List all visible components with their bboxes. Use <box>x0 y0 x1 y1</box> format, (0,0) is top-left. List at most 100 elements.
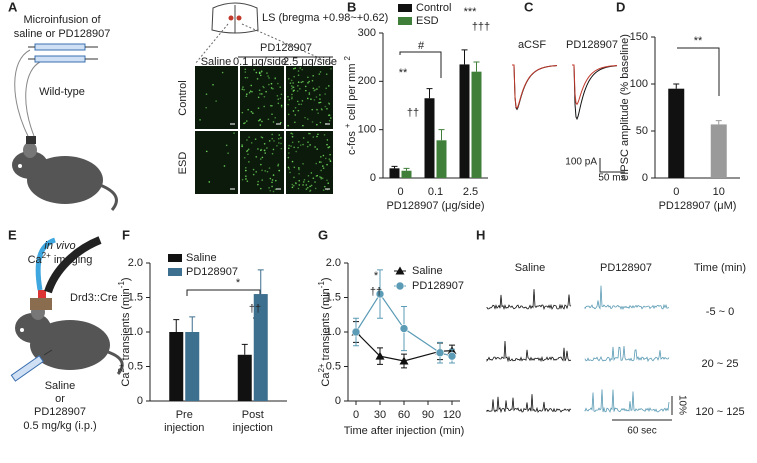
cell-dot <box>257 183 259 186</box>
cell-dot <box>297 146 299 149</box>
cell-dot <box>249 90 252 93</box>
cell-dot <box>316 88 318 90</box>
cell-dot <box>319 101 322 104</box>
cell-dot <box>257 148 259 150</box>
cell-dot <box>302 181 305 183</box>
annotation: †† <box>407 107 419 119</box>
cell-dot <box>329 117 332 119</box>
trace <box>486 289 572 311</box>
column-label: Saline <box>515 262 546 274</box>
row-label: 120 ~ 125 <box>695 406 744 418</box>
cell-dot <box>307 76 309 79</box>
error-bar <box>473 61 480 72</box>
legend-swatch <box>398 17 412 25</box>
cell-dot <box>277 164 279 167</box>
imaging-label-part: 2+ <box>42 251 51 260</box>
cell-dot <box>272 174 275 176</box>
cell-dot <box>316 135 318 138</box>
cell-dot <box>324 93 326 95</box>
cell-dot <box>227 152 229 154</box>
cell-dot <box>205 93 208 95</box>
y-tick-label: 0.5 <box>326 360 341 372</box>
mouse-illustration <box>15 236 124 375</box>
cell-dot <box>296 100 299 103</box>
cell-dot <box>233 132 235 134</box>
panel-label: G <box>318 227 328 242</box>
cell-dot <box>323 134 326 136</box>
error-bar <box>189 316 196 332</box>
y-axis-label-part: 2+ <box>317 363 326 372</box>
cell-dot <box>241 111 244 114</box>
cell-dot <box>244 76 247 79</box>
bar <box>253 294 268 401</box>
panel-label: F <box>122 227 130 242</box>
cell-dot <box>241 144 243 146</box>
y-axis-label-part: -1 <box>317 281 326 289</box>
cell-dot <box>267 75 269 77</box>
cell-dot <box>272 121 275 123</box>
cell-dot <box>290 85 293 87</box>
bar <box>471 71 482 178</box>
y-axis-label-part: 2 <box>343 55 352 60</box>
section-label: LS (bregma +0.98~+0.62) <box>262 12 388 24</box>
cell-dot <box>317 112 319 114</box>
cell-dot <box>302 124 304 127</box>
error-bar <box>461 49 468 65</box>
cell-dot <box>298 179 301 182</box>
cell-dot <box>277 163 280 166</box>
legend-label: Saline <box>186 252 217 264</box>
x-tick-label: 120 <box>443 409 461 421</box>
cell-dot <box>294 106 297 109</box>
cell-dot <box>322 167 325 169</box>
cell-dot <box>314 146 316 148</box>
cell-dot <box>245 95 248 98</box>
cell-dot <box>250 84 253 87</box>
marker <box>399 324 409 333</box>
cell-dot <box>320 108 323 110</box>
cell-dot <box>268 83 270 86</box>
cell-dot <box>290 79 293 82</box>
column-label: 2.5 μg/side <box>283 56 337 68</box>
x-tick-label: 0.1 <box>428 186 443 198</box>
y-axis-label-part: Ca <box>120 372 132 387</box>
legend-label: Control <box>416 2 451 14</box>
cell-dot <box>252 112 254 115</box>
micrograph <box>240 66 284 129</box>
cell-dot <box>248 161 250 163</box>
y-axis-label: Ca2+ transients (min-1) <box>317 277 332 386</box>
y-tick-label: 0 <box>642 172 648 184</box>
cell-dot <box>297 84 299 87</box>
annotation: # <box>418 40 425 52</box>
annotation: *** <box>464 6 478 18</box>
cell-dot <box>288 152 290 154</box>
cell-dot <box>326 163 328 166</box>
x-tick-label: Post <box>242 409 264 421</box>
bar <box>169 332 184 401</box>
cell-dot <box>290 145 292 147</box>
cell-dot <box>307 180 310 183</box>
y-axis-label-part: 2+ <box>117 363 126 372</box>
x-tick-label: injection <box>164 422 204 434</box>
cell-dot <box>291 135 294 138</box>
cell-dot <box>246 149 249 152</box>
cell-dot <box>319 94 321 96</box>
y-axis-label-part: eIPSC amplitude (% baseline) <box>619 34 631 181</box>
cell-dot <box>288 98 291 101</box>
error-bar <box>391 165 398 169</box>
cell-dot <box>271 179 274 181</box>
cell-dot <box>257 96 260 99</box>
error-bar <box>673 83 680 89</box>
y-tick-label: 2.0 <box>128 257 143 269</box>
cell-dot <box>287 95 289 98</box>
error-bar <box>403 167 410 171</box>
treatment-label: 0.5 mg/kg (i.p.) <box>23 420 96 432</box>
axis-line <box>654 37 740 179</box>
legend-swatch <box>168 268 182 276</box>
column-label: 0.1 μg/side <box>233 56 287 68</box>
micrograph <box>195 66 238 129</box>
cell-dot <box>241 178 244 181</box>
panel-label: H <box>476 227 485 242</box>
cell-dot <box>314 187 317 190</box>
y-tick-label: 1.0 <box>326 326 341 338</box>
y-axis-label-part: -1 <box>117 281 126 289</box>
